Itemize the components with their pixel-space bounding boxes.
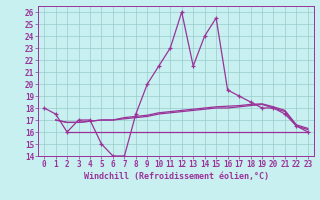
X-axis label: Windchill (Refroidissement éolien,°C): Windchill (Refroidissement éolien,°C) — [84, 172, 268, 181]
